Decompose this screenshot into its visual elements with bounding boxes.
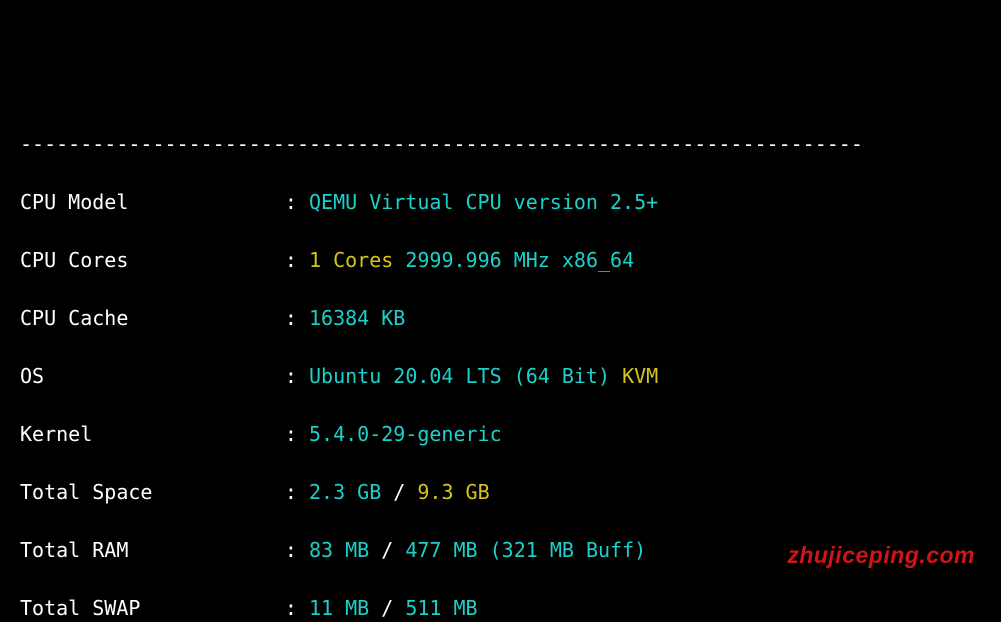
slash: / [369, 596, 405, 620]
label-cpu-model: CPU Model [20, 188, 285, 217]
label-ram: Total RAM [20, 536, 285, 565]
label-swap: Total SWAP [20, 594, 285, 622]
value-ram-used: 83 MB [309, 538, 369, 562]
value-swap-total: 511 MB [405, 596, 477, 620]
row-cpu-cores: CPU Cores: 1 Cores 2999.996 MHz x86_64 [20, 246, 981, 275]
value-space-total: 9.3 GB [417, 480, 489, 504]
value-ram-total: 477 MB [405, 538, 477, 562]
slash: / [381, 480, 417, 504]
row-kernel: Kernel: 5.4.0-29-generic [20, 420, 981, 449]
label-space: Total Space [20, 478, 285, 507]
value-core-arch: x86_64 [562, 248, 634, 272]
label-os: OS [20, 362, 285, 391]
value-cpu-model: QEMU Virtual CPU version 2.5+ [309, 190, 658, 214]
value-os-virt: KVM [622, 364, 658, 388]
value-ram-buff: (321 MB Buff) [490, 538, 647, 562]
value-os-name: Ubuntu 20.04 LTS (64 Bit) [309, 364, 610, 388]
value-swap-used: 11 MB [309, 596, 369, 620]
row-swap: Total SWAP: 11 MB / 511 MB [20, 594, 981, 622]
row-os: OS: Ubuntu 20.04 LTS (64 Bit) KVM [20, 362, 981, 391]
row-space: Total Space: 2.3 GB / 9.3 GB [20, 478, 981, 507]
separator-top: ----------------------------------------… [20, 130, 981, 159]
row-cpu-model: CPU Model: QEMU Virtual CPU version 2.5+ [20, 188, 981, 217]
row-cpu-cache: CPU Cache: 16384 KB [20, 304, 981, 333]
value-core-count: 1 Cores [309, 248, 393, 272]
value-core-freq: 2999.996 MHz [405, 248, 550, 272]
label-kernel: Kernel [20, 420, 285, 449]
value-kernel: 5.4.0-29-generic [309, 422, 502, 446]
watermark: zhujiceping.com [787, 539, 975, 572]
slash: / [369, 538, 405, 562]
value-cpu-cache: 16384 KB [309, 306, 405, 330]
value-space-used: 2.3 GB [309, 480, 381, 504]
label-cpu-cores: CPU Cores [20, 246, 285, 275]
label-cpu-cache: CPU Cache [20, 304, 285, 333]
